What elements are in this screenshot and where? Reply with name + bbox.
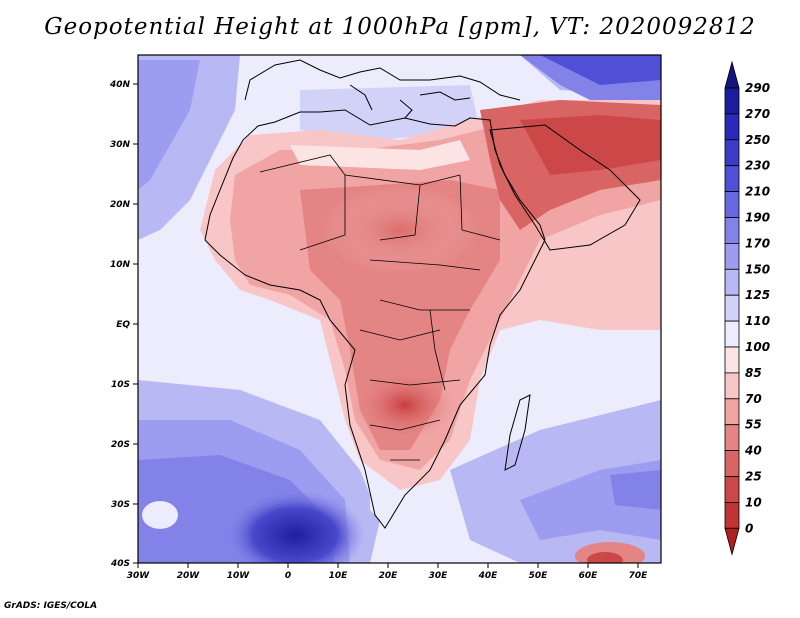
lon-axis: 30W 20W 10W 0 10E 20E 30E 40E 50E 60E 70… bbox=[127, 563, 648, 581]
colorbar-level-label: 210 bbox=[745, 185, 770, 199]
field-sahara-low bbox=[320, 185, 480, 275]
colorbar-swatch bbox=[725, 347, 739, 373]
lat-tick-label: 40S bbox=[110, 559, 130, 569]
colorbar-swatch bbox=[725, 321, 739, 347]
colorbar-level-label: 10 bbox=[745, 495, 762, 509]
colorbar-swatch bbox=[725, 477, 739, 503]
lon-tick-label: 10W bbox=[227, 571, 251, 581]
colorbar-level-label: 190 bbox=[745, 211, 770, 225]
colorbar-swatch bbox=[725, 140, 739, 166]
colorbar-swatch bbox=[725, 218, 739, 244]
colorbar-swatch bbox=[725, 243, 739, 269]
field-southern-africa-low bbox=[355, 370, 455, 440]
map-figure: 30W 20W 10W 0 10E 20E 30E 40E 50E 60E 70… bbox=[0, 0, 800, 618]
colorbar-level-label: 70 bbox=[745, 392, 762, 406]
colorbar-top-arrow bbox=[725, 62, 739, 88]
colorbar-level-label: 110 bbox=[745, 314, 770, 328]
lon-tick-label: 50E bbox=[529, 571, 549, 581]
lat-tick-label: 10N bbox=[110, 260, 131, 270]
colorbar: 2902702502302101901701501251101008570554… bbox=[725, 62, 770, 554]
colorbar-swatch bbox=[725, 295, 739, 321]
colorbar-swatch bbox=[725, 88, 739, 114]
colorbar-swatch bbox=[725, 399, 739, 425]
colorbar-level-label: 55 bbox=[745, 418, 762, 432]
field-small-low bbox=[142, 501, 178, 529]
lat-axis: 40N 30N 20N 10N EQ 10S 20S 30S 40S bbox=[109, 80, 138, 569]
colorbar-level-label: 150 bbox=[745, 262, 770, 276]
credit-label: GrADS: IGES/COLA bbox=[4, 601, 97, 611]
colorbar-swatch bbox=[725, 192, 739, 218]
colorbar-level-label: 230 bbox=[745, 159, 770, 173]
colorbar-level-label: 290 bbox=[745, 81, 770, 95]
field-southern-low-core bbox=[587, 552, 623, 568]
colorbar-swatch bbox=[725, 166, 739, 192]
colorbar-swatch bbox=[725, 425, 739, 451]
lat-tick-label: 20S bbox=[111, 440, 130, 450]
lat-tick-label: 30S bbox=[111, 500, 130, 510]
colorbar-swatch bbox=[725, 269, 739, 295]
shaded-field bbox=[138, 55, 661, 580]
lat-tick-label: 40N bbox=[109, 80, 131, 90]
lon-tick-label: 20E bbox=[379, 571, 399, 581]
field-south-atlantic-high bbox=[225, 490, 365, 580]
lon-tick-label: 60E bbox=[579, 571, 599, 581]
colorbar-bottom-arrow bbox=[725, 528, 739, 554]
colorbar-swatch bbox=[725, 373, 739, 399]
colorbar-swatch bbox=[725, 114, 739, 140]
lat-tick-label: 20N bbox=[110, 200, 131, 210]
lon-tick-label: 30W bbox=[127, 571, 151, 581]
colorbar-level-label: 100 bbox=[745, 340, 770, 354]
colorbar-level-label: 170 bbox=[745, 236, 770, 250]
colorbar-level-label: 40 bbox=[744, 444, 762, 458]
lat-tick-label: 10S bbox=[111, 380, 130, 390]
field-indian-ocean-inner bbox=[610, 470, 661, 510]
colorbar-level-label: 125 bbox=[745, 288, 770, 302]
colorbar-level-label: 270 bbox=[745, 107, 770, 121]
colorbar-level-label: 25 bbox=[745, 470, 762, 484]
lon-tick-label: 20W bbox=[177, 571, 201, 581]
lon-tick-label: 10E bbox=[329, 571, 349, 581]
colorbar-swatch bbox=[725, 451, 739, 477]
lat-tick-label: 30N bbox=[110, 140, 131, 150]
colorbar-swatch bbox=[725, 502, 739, 528]
lat-tick-label: EQ bbox=[116, 320, 130, 330]
colorbar-level-label: 85 bbox=[745, 366, 762, 380]
colorbar-level-label: 250 bbox=[745, 133, 770, 147]
lon-tick-label: 30E bbox=[429, 571, 449, 581]
lon-tick-label: 40E bbox=[478, 571, 499, 581]
colorbar-level-label: 0 bbox=[745, 521, 753, 535]
lon-tick-label: 70E bbox=[629, 571, 649, 581]
lon-tick-label: 0 bbox=[285, 571, 291, 581]
